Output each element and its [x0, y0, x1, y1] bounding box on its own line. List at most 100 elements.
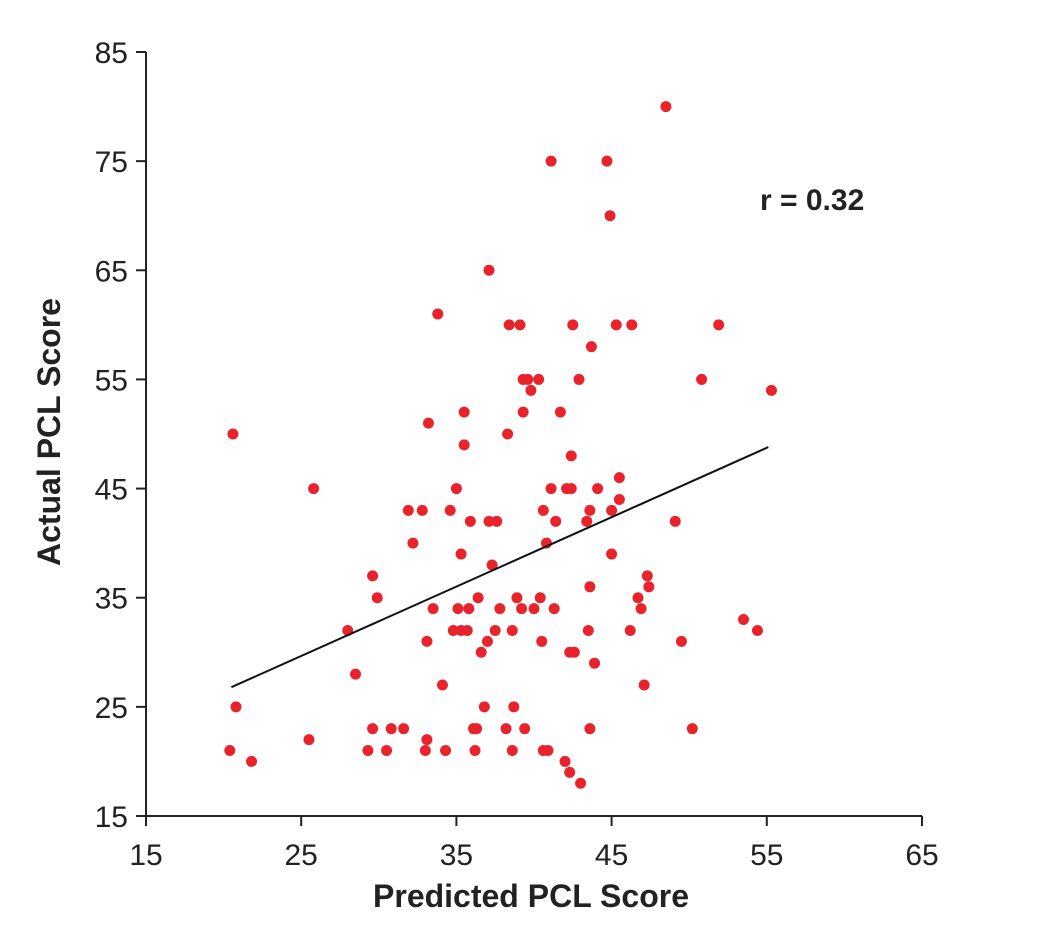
data-point: [542, 745, 554, 757]
data-point: [536, 635, 548, 647]
data-point: [506, 745, 518, 757]
data-point: [554, 406, 566, 418]
data-point: [381, 745, 393, 757]
data-point: [559, 755, 571, 767]
data-point: [632, 592, 644, 604]
data-point: [486, 559, 498, 571]
data-point: [458, 439, 470, 451]
data-point: [308, 483, 320, 495]
data-point: [601, 155, 613, 167]
data-point: [613, 493, 625, 505]
x-tick-label: 55: [750, 839, 783, 872]
data-point: [511, 592, 523, 604]
data-point: [436, 679, 448, 691]
x-tick-label: 25: [285, 839, 318, 872]
data-point: [604, 210, 616, 222]
data-point: [491, 515, 503, 527]
data-point: [545, 483, 557, 495]
data-point: [475, 646, 487, 658]
data-point: [525, 384, 537, 396]
data-point: [350, 668, 362, 680]
data-point: [367, 723, 379, 735]
data-point: [548, 603, 560, 615]
data-point: [534, 592, 546, 604]
data-point: [494, 603, 506, 615]
data-point: [550, 515, 562, 527]
data-point: [483, 515, 495, 527]
data-point: [483, 264, 495, 276]
data-point: [478, 701, 490, 713]
data-point: [514, 319, 526, 331]
x-axis-title: Predicted PCL Score: [373, 878, 689, 914]
data-point: [584, 504, 596, 516]
correlation-annotation: r = 0.32: [760, 184, 864, 217]
data-point: [589, 657, 601, 669]
data-point: [458, 406, 470, 418]
y-axis-ticks: 15 25 35 45 55 65 75 85: [95, 37, 146, 834]
y-axis-title: Actual PCL Score: [31, 298, 67, 566]
data-point: [416, 504, 428, 516]
data-point: [422, 417, 434, 429]
data-point: [516, 603, 528, 615]
data-point: [303, 734, 315, 746]
data-point: [464, 515, 476, 527]
data-point: [675, 635, 687, 647]
data-point: [567, 319, 579, 331]
data-point: [224, 745, 236, 757]
data-point: [489, 624, 501, 636]
data-point: [398, 723, 410, 735]
x-tick-label: 45: [595, 839, 628, 872]
data-point: [581, 515, 593, 527]
data-point: [584, 723, 596, 735]
data-point: [522, 373, 534, 385]
data-point: [227, 428, 239, 440]
data-point: [545, 155, 557, 167]
data-point: [624, 624, 636, 636]
data-point: [421, 734, 433, 746]
data-point: [440, 745, 452, 757]
x-tick-label: 35: [440, 839, 473, 872]
data-point: [402, 504, 414, 516]
data-point: [519, 723, 531, 735]
data-point: [613, 472, 625, 484]
data-point: [610, 319, 622, 331]
data-point: [568, 646, 580, 658]
data-point: [230, 701, 242, 713]
y-tick-label: 55: [95, 364, 128, 397]
data-point: [592, 483, 604, 495]
data-point: [635, 603, 647, 615]
data-point: [421, 635, 433, 647]
data-point: [461, 624, 473, 636]
data-point: [419, 745, 431, 757]
y-tick-label: 75: [95, 146, 128, 179]
data-point: [500, 723, 512, 735]
data-point: [246, 755, 258, 767]
data-point: [469, 745, 481, 757]
plot-area: [224, 101, 777, 789]
data-point: [751, 624, 763, 636]
data-point: [362, 745, 374, 757]
data-point: [565, 450, 577, 462]
data-point: [528, 603, 540, 615]
y-tick-label: 25: [95, 692, 128, 725]
data-point: [517, 406, 529, 418]
data-point: [765, 384, 777, 396]
data-point: [643, 581, 655, 593]
x-tick-label: 65: [905, 839, 938, 872]
data-point: [481, 635, 493, 647]
x-axis-ticks: 15 25 35 45 55 65: [129, 816, 939, 872]
data-point: [371, 592, 383, 604]
y-tick-label: 35: [95, 583, 128, 616]
data-point: [502, 428, 514, 440]
data-point: [565, 483, 577, 495]
y-tick-label: 15: [95, 801, 128, 834]
data-point: [463, 603, 475, 615]
data-point: [450, 483, 462, 495]
y-tick-label: 85: [95, 37, 128, 70]
data-point: [367, 570, 379, 582]
data-point: [606, 504, 618, 516]
x-tick-label: 15: [129, 839, 162, 872]
data-point: [585, 341, 597, 353]
data-point: [606, 548, 618, 560]
data-point: [452, 603, 464, 615]
